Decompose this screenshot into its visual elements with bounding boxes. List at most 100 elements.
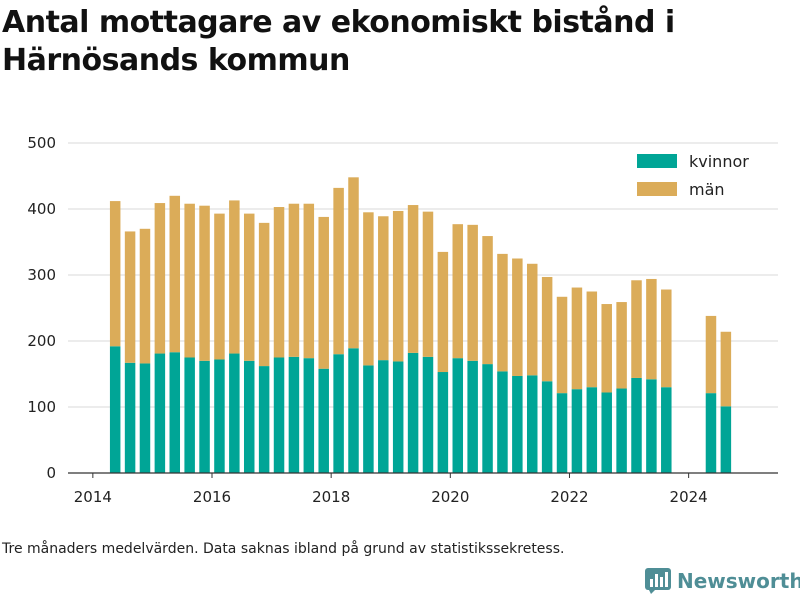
- x-axis-ticks: 2014 2016 2018 2020 2022 2024: [74, 473, 708, 506]
- page-title: Antal mottagare av ekonomiskt bistånd i …: [2, 4, 792, 80]
- bar-man: [541, 276, 553, 382]
- legend-label-kvinnor: kvinnor: [689, 152, 749, 171]
- bar-kvinnor: [199, 360, 210, 473]
- bar-kvinnor: [318, 368, 329, 473]
- legend-swatch-kvinnor: [637, 154, 677, 168]
- bar-man: [229, 200, 240, 354]
- bar-man: [288, 203, 300, 357]
- bar-man: [422, 211, 434, 357]
- bar-kvinnor: [526, 375, 538, 473]
- bar-kvinnor: [541, 381, 553, 473]
- bar-man: [303, 203, 315, 359]
- x-tick-label: 2020: [431, 488, 469, 506]
- bar-kvinnor: [452, 358, 464, 473]
- bar-kvinnor: [333, 354, 344, 473]
- bar-kvinnor: [288, 356, 300, 473]
- bar-kvinnor: [556, 393, 568, 473]
- bar-kvinnor: [303, 358, 315, 473]
- bar-man: [139, 228, 151, 364]
- bar-kvinnor: [616, 388, 627, 473]
- bar-kvinnor: [571, 389, 583, 473]
- bar-kvinnor: [705, 393, 717, 473]
- bar-man: [512, 258, 523, 376]
- bar-kvinnor: [482, 364, 493, 473]
- bar-man: [348, 177, 359, 349]
- legend-swatch-man: [637, 182, 677, 196]
- y-axis-ticks: 0 100 200 300 400 500: [27, 134, 56, 482]
- x-tick-label: 2018: [312, 488, 350, 506]
- bar-kvinnor: [437, 372, 449, 473]
- bar-kvinnor: [631, 377, 642, 473]
- bar-man: [318, 216, 329, 369]
- bar-man: [199, 205, 210, 361]
- footnote: Tre månaders medelvärden. Data saknas ib…: [2, 541, 565, 557]
- bar-man: [616, 302, 627, 389]
- bar-kvinnor: [124, 362, 136, 473]
- y-tick-label: 200: [27, 332, 56, 350]
- bar-kvinnor: [273, 357, 285, 473]
- bar-kvinnor: [646, 379, 657, 473]
- bar-man: [452, 224, 464, 359]
- y-tick-label: 300: [27, 266, 56, 284]
- y-tick-label: 400: [27, 200, 56, 218]
- bar-chart-logo-icon: [645, 568, 671, 594]
- y-tick-label: 500: [27, 134, 56, 152]
- bar-man: [661, 289, 672, 388]
- bar-kvinnor: [467, 360, 478, 473]
- bar-man: [243, 213, 255, 361]
- x-tick-label: 2022: [550, 488, 588, 506]
- legend: kvinnor män: [637, 152, 749, 199]
- bar-man: [526, 263, 538, 376]
- bar-man: [497, 253, 508, 372]
- bar-kvinnor: [214, 359, 225, 473]
- bar-man: [556, 296, 568, 394]
- bar-man: [124, 231, 136, 363]
- bar-kvinnor: [258, 366, 270, 473]
- bar-kvinnor: [139, 363, 151, 473]
- bar-man: [258, 222, 270, 367]
- bar-man: [184, 203, 195, 358]
- x-tick-label: 2016: [193, 488, 231, 506]
- bar-kvinnor: [378, 360, 389, 473]
- bar-kvinnor: [109, 346, 121, 473]
- bars: [109, 177, 732, 473]
- bar-kvinnor: [422, 356, 434, 473]
- bar-kvinnor: [348, 348, 359, 473]
- x-tick-label: 2014: [74, 488, 112, 506]
- bar-man: [169, 195, 181, 353]
- bar-man: [273, 207, 285, 358]
- bar-kvinnor: [229, 353, 240, 473]
- bar-man: [720, 331, 732, 407]
- y-tick-label: 100: [27, 398, 56, 416]
- bar-man: [586, 291, 598, 388]
- y-tick-label: 0: [46, 464, 56, 482]
- bar-kvinnor: [601, 392, 612, 473]
- bar-man: [333, 187, 344, 355]
- bar-kvinnor: [243, 360, 255, 473]
- bar-man: [646, 278, 657, 380]
- bar-man: [392, 210, 404, 362]
- bar-man: [437, 251, 449, 373]
- bar-kvinnor: [154, 353, 166, 473]
- bar-man: [378, 216, 389, 361]
- bar-man: [109, 201, 121, 347]
- brand-name: Newsworthy: [677, 569, 800, 593]
- bar-kvinnor: [169, 352, 181, 473]
- bar-man: [601, 304, 612, 393]
- bar-kvinnor: [392, 361, 404, 473]
- bar-man: [214, 213, 225, 360]
- bar-man: [407, 205, 419, 353]
- bar-man: [482, 236, 493, 365]
- brand-logo: Newsworthy: [645, 568, 800, 594]
- bar-man: [631, 280, 642, 378]
- bar-kvinnor: [512, 375, 523, 473]
- x-tick-label: 2024: [670, 488, 708, 506]
- title-line-2: Härnösands kommun: [2, 43, 350, 78]
- legend-label-man: män: [689, 180, 725, 199]
- bar-man: [154, 203, 166, 354]
- bar-man: [467, 224, 478, 361]
- bar-kvinnor: [184, 357, 195, 473]
- bar-kvinnor: [497, 371, 508, 473]
- bar-kvinnor: [586, 387, 598, 473]
